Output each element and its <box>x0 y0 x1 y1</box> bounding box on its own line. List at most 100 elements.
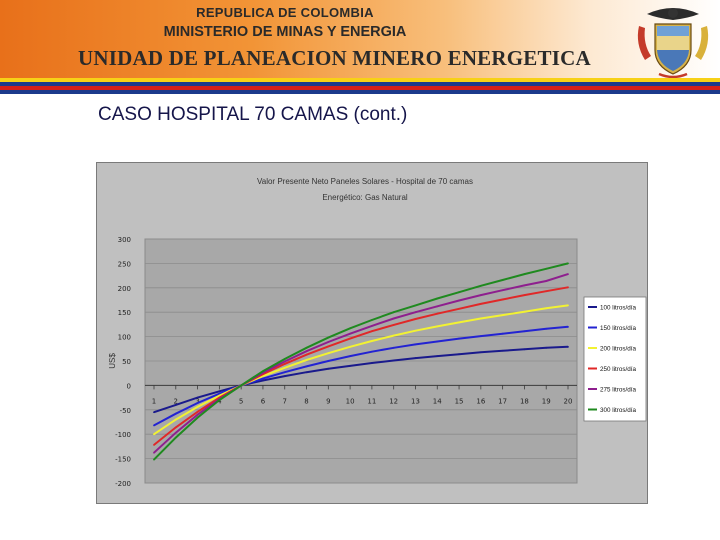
x-tick-label: 13 <box>411 397 420 405</box>
data-point <box>414 304 417 307</box>
data-point <box>414 357 417 359</box>
data-point <box>370 330 373 333</box>
data-point <box>523 310 526 313</box>
data-point <box>567 262 569 265</box>
data-point <box>218 390 221 393</box>
data-point <box>523 330 526 333</box>
data-point <box>196 413 199 416</box>
data-point <box>392 346 395 349</box>
data-point <box>436 297 439 300</box>
data-point <box>305 365 308 368</box>
data-point <box>567 304 569 307</box>
legend-label: 100 litros/día <box>600 305 637 312</box>
y-tick-label: 150 <box>118 309 131 317</box>
x-tick-label: 5 <box>239 397 243 405</box>
data-point <box>392 311 395 314</box>
x-tick-label: 18 <box>520 397 529 405</box>
x-tick-label: 14 <box>433 397 442 405</box>
data-point <box>458 337 460 340</box>
data-point <box>262 377 264 380</box>
data-point <box>392 323 395 326</box>
data-point <box>218 392 221 395</box>
data-point <box>370 324 373 327</box>
x-tick-label: 3 <box>195 397 199 405</box>
data-point <box>479 317 482 320</box>
series-line <box>153 345 569 414</box>
data-point <box>392 334 395 337</box>
coat-of-arms-icon <box>637 8 709 79</box>
data-point <box>501 314 504 317</box>
x-tick-label: 20 <box>564 397 573 405</box>
data-point <box>153 458 155 461</box>
x-tick-label: 8 <box>304 397 308 405</box>
stripe-blue <box>0 82 720 86</box>
data-point <box>327 345 330 348</box>
data-point <box>436 355 439 358</box>
data-point <box>283 363 286 365</box>
x-tick-label: 1 <box>152 397 156 405</box>
data-point <box>501 332 504 335</box>
y-tick-label: 200 <box>118 285 131 293</box>
data-point <box>523 284 526 287</box>
stripe-yellow <box>0 78 720 82</box>
y-tick-label: 300 <box>118 236 131 244</box>
x-tick-label: 11 <box>367 397 376 405</box>
data-point <box>436 312 439 315</box>
data-point <box>174 426 177 429</box>
data-point <box>414 329 417 332</box>
data-point <box>196 416 199 419</box>
data-point <box>349 337 352 340</box>
y-tick-label: 250 <box>118 260 131 268</box>
data-point <box>262 370 264 373</box>
data-point <box>283 375 286 378</box>
data-point <box>174 431 177 434</box>
data-point <box>458 353 460 356</box>
data-point <box>479 303 482 305</box>
y-tick-label: -100 <box>115 431 131 439</box>
y-tick-label: -50 <box>120 407 131 415</box>
x-tick-label: 10 <box>346 397 355 405</box>
data-point <box>479 284 482 287</box>
y-tick-label: -200 <box>115 480 131 488</box>
data-point <box>545 346 548 349</box>
legend-label: 150 litros/día <box>600 325 637 332</box>
data-point <box>196 396 199 399</box>
data-point <box>283 366 286 369</box>
data-point <box>458 321 460 324</box>
data-point <box>153 451 155 454</box>
data-point <box>262 375 264 378</box>
series-line <box>153 304 569 436</box>
data-point <box>196 405 199 408</box>
data-point <box>370 319 373 321</box>
data-point <box>436 305 439 308</box>
data-point <box>545 280 548 282</box>
data-point <box>567 345 569 348</box>
flag-stripes <box>0 78 720 94</box>
data-point <box>479 335 482 338</box>
data-point <box>283 371 286 374</box>
data-point <box>174 436 177 439</box>
x-tick-label: 16 <box>476 397 485 405</box>
data-point <box>523 348 526 351</box>
header-line-country: REPUBLICA DE COLOMBIA <box>196 5 374 20</box>
stripe-blue-bottom <box>0 90 720 94</box>
data-point <box>349 345 352 348</box>
legend-label: 200 litros/día <box>600 346 637 353</box>
data-point <box>305 359 308 361</box>
data-point <box>327 360 330 362</box>
data-point <box>305 371 308 374</box>
series-line <box>153 262 569 461</box>
data-point <box>458 299 460 302</box>
header-line-ministry: MINISTERIO DE MINAS Y ENERGIA <box>163 24 407 40</box>
data-point <box>414 343 417 346</box>
data-point <box>458 307 460 310</box>
y-tick-label: 0 <box>127 382 131 390</box>
data-point <box>370 362 373 364</box>
data-point <box>392 359 395 362</box>
x-tick-label: 7 <box>283 397 287 405</box>
legend-label: 250 litros/día <box>600 366 637 373</box>
y-tick-label: -150 <box>115 456 131 464</box>
data-point <box>305 353 308 356</box>
